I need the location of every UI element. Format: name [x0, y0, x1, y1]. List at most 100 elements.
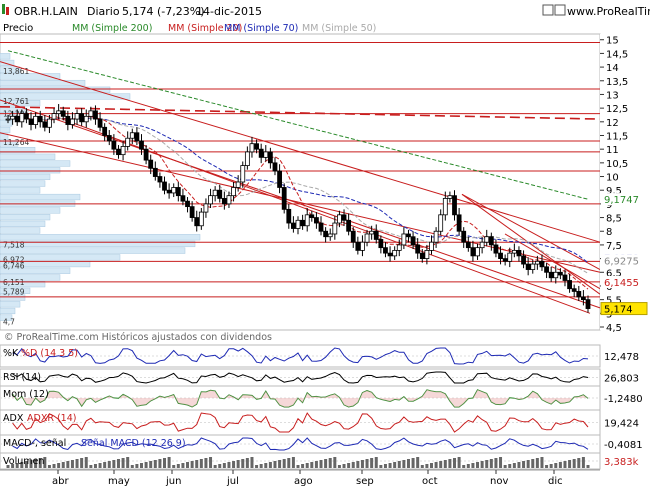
- x-tick-label: abr: [52, 476, 69, 487]
- indicator-line: [12, 347, 589, 365]
- volume-profile-bar: [0, 281, 46, 288]
- candles: [5, 104, 591, 313]
- candle-body: [221, 198, 227, 205]
- candle-body: [429, 241, 434, 251]
- y-tick-label: 7,5: [606, 241, 622, 252]
- candle-body: [10, 115, 16, 120]
- volume-bar: [84, 457, 88, 468]
- candle-body: [452, 195, 457, 216]
- volume-bar: [195, 460, 199, 468]
- y-tick-label: 12: [606, 118, 619, 129]
- y-tick-label: 9,5: [606, 186, 622, 197]
- volume-bar: [158, 459, 162, 468]
- volume-profile-label: 6,972: [3, 255, 25, 264]
- volume-bar: [43, 457, 47, 468]
- candle-body: [70, 118, 75, 125]
- volume-bar: [586, 465, 590, 468]
- indicator-value-bg: [601, 350, 649, 362]
- volume-profile-bar: [0, 301, 21, 308]
- candle-body: [337, 214, 342, 224]
- ma-legend-item: MM (Simple 200): [72, 23, 152, 34]
- candle-body: [406, 233, 411, 238]
- link-icon[interactable]: [554, 4, 566, 16]
- candle-body: [539, 260, 545, 268]
- volume-profile-bar: [0, 207, 61, 214]
- volume-bar: [453, 458, 457, 468]
- candle-body: [442, 198, 448, 216]
- magnifier-icon[interactable]: [542, 4, 554, 16]
- candle-body: [387, 252, 393, 257]
- candle-body: [332, 222, 338, 235]
- volume-bar: [494, 458, 498, 468]
- volume-profile-bar: [0, 167, 61, 174]
- volume-profile-bar: [0, 160, 71, 167]
- volume-bar: [126, 457, 130, 468]
- candle-body: [120, 146, 126, 156]
- y-tick-label: 9: [606, 200, 612, 211]
- candle-body: [521, 255, 526, 265]
- volume-bar: [107, 461, 111, 468]
- candle-body: [383, 247, 388, 254]
- volume-bar: [545, 465, 549, 468]
- volume-bar: [181, 463, 185, 468]
- candle-body: [235, 181, 241, 188]
- indicator-value: 26,803: [604, 374, 639, 385]
- trend-line: [461, 193, 601, 270]
- volume-bar: [522, 461, 526, 468]
- volume-bar: [499, 457, 503, 468]
- volume-bar: [190, 461, 194, 468]
- volume-bar: [535, 458, 539, 468]
- candle-body: [378, 239, 384, 249]
- indicator-pane: ADX ADXR (14) 19,424: [0, 409, 649, 436]
- indicator-pane: MACD-, señal Señal MACD (12 26 9) -0,4081: [0, 434, 649, 454]
- ma-legend-item: MM (Simple 70): [224, 23, 298, 34]
- candle-body: [401, 233, 407, 246]
- candle-body: [277, 170, 282, 188]
- site-label[interactable]: www.ProRealTime.com: [567, 5, 650, 18]
- volume-bar: [112, 460, 116, 468]
- candle-body: [88, 110, 94, 117]
- candle-body: [157, 176, 163, 183]
- volume-bar: [61, 462, 65, 468]
- trend-line: [461, 193, 601, 295]
- volume-bar: [278, 460, 282, 468]
- x-tick-label: nov: [490, 476, 508, 487]
- candle-body: [249, 143, 255, 153]
- volume-bar: [250, 457, 254, 468]
- candle-body: [290, 222, 296, 229]
- candle-body: [511, 249, 517, 254]
- candle-body: [346, 219, 352, 232]
- volume-profile-bar: [0, 314, 13, 321]
- volume-profile-bar: [0, 214, 51, 221]
- toolbar-icons[interactable]: [542, 4, 566, 16]
- candle-body: [148, 159, 154, 169]
- candle-body: [56, 110, 62, 115]
- volume-bar: [167, 457, 171, 468]
- price-axis: 15 14,5 14 13,5 13 12,5 12 11,5 11 10,5 10 9,5 9 8,5 8…: [600, 34, 650, 334]
- candle-body: [203, 203, 209, 213]
- volume-bar: [153, 460, 157, 468]
- candle-body: [162, 181, 167, 191]
- x-tick-label: dic: [548, 476, 563, 487]
- indicator-line: [12, 371, 589, 384]
- volume-bar: [393, 462, 397, 468]
- candle-body: [194, 217, 200, 227]
- volume-bar: [273, 461, 277, 468]
- indicator-sublabel: %D (14 3 5): [21, 348, 78, 359]
- volume-bar: [397, 461, 401, 468]
- x-tick-label: sep: [356, 476, 374, 487]
- indicator-line: [12, 437, 589, 451]
- candle-body: [571, 288, 577, 292]
- candle-body: [263, 151, 269, 158]
- volume-bar: [93, 464, 97, 468]
- x-tick-label: oct: [422, 476, 438, 487]
- volume-bar: [563, 461, 567, 468]
- candle-body: [323, 230, 329, 238]
- volume-bar: [24, 461, 28, 468]
- volume-bar: [139, 463, 143, 468]
- volume-bar: [577, 458, 581, 468]
- volume-bar: [291, 457, 295, 468]
- y-tick-label: 13,5: [606, 77, 628, 88]
- candle-body: [350, 230, 356, 243]
